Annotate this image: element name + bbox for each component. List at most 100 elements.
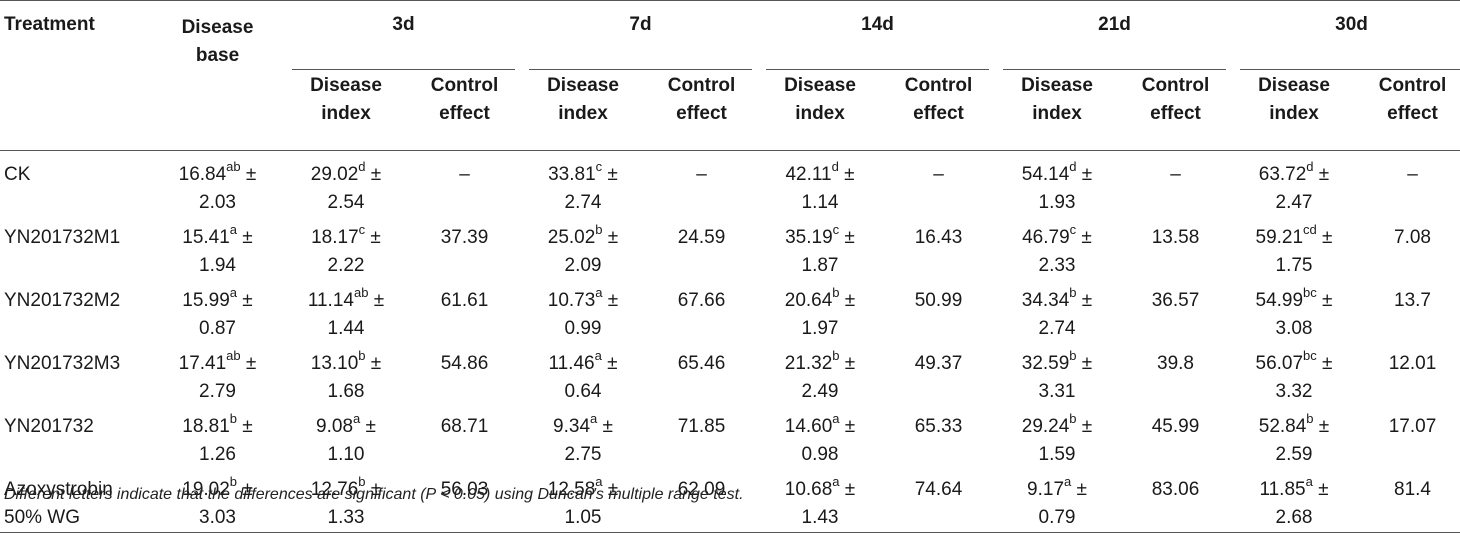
cell-significance-letter: c — [1069, 222, 1077, 238]
cell-disease-index: 11.46a ±0.64 — [522, 343, 644, 406]
cell-control-effect: 13.58 — [1151, 226, 1200, 248]
header-sub-line2: index — [795, 103, 845, 124]
cell-error: 3.32 — [1275, 380, 1313, 402]
header-disease-base: Disease base — [150, 1, 285, 71]
treatment-label: YN201732M1 — [4, 226, 121, 248]
cell-disease-index: 29.24b ±1.59 — [996, 406, 1118, 469]
cell-significance-letter: a — [353, 411, 361, 427]
cell-significance-letter: b — [1306, 411, 1314, 427]
cell-disease-index: 46.79c ±2.33 — [996, 217, 1118, 280]
cell-treatment: CK — [0, 150, 150, 217]
header-empty-treatment — [0, 70, 150, 150]
cell-mean: 10.73 — [547, 289, 596, 311]
cell-control-effect: 65.46 — [677, 352, 726, 374]
cell-control-effect: 39.8 — [1157, 352, 1194, 374]
cell-significance-letter: c — [358, 222, 366, 238]
cell-control-effect: – — [1170, 163, 1181, 185]
cell-significance-letter: a — [229, 285, 238, 301]
plus-minus-sign: ± — [368, 289, 385, 311]
cell-mean: 46.79 — [1022, 226, 1070, 248]
cell-mean: 12.76 — [310, 478, 359, 500]
header-disease-index-30d: Disease index — [1233, 70, 1355, 150]
cell-disease-index: 10.68a ±1.43 — [759, 469, 881, 533]
header-sub-line1: Control — [430, 75, 499, 96]
header-control-effect-30d: Control effect — [1355, 70, 1460, 150]
cell-significance-letter: cd — [1303, 222, 1317, 238]
cell-control-effect: 36.57 — [1151, 289, 1200, 311]
cell-error: 2.79 — [199, 380, 236, 402]
plus-minus-sign: ± — [1316, 352, 1333, 374]
plus-minus-sign: ± — [839, 226, 855, 248]
plus-minus-sign: ± — [839, 289, 856, 311]
cell-error: 2.74 — [564, 191, 602, 213]
cell-disease-index: 11.14ab ±1.44 — [285, 280, 407, 343]
cell-disease-index: 21.32b ±2.49 — [759, 343, 881, 406]
cell-mean: 17.41 — [178, 352, 227, 374]
plus-minus-sign: ± — [1076, 289, 1093, 311]
cell-mean: 20.64 — [784, 289, 833, 311]
cell-mean: 19.02 — [182, 478, 230, 500]
header-control-effect-3d: Control effect — [407, 70, 522, 150]
header-group-7d: 7d — [522, 1, 759, 70]
header-sub-line1: Disease — [547, 75, 619, 96]
header-group-3d: 3d — [285, 1, 522, 70]
cell-significance-letter: a — [1064, 474, 1072, 490]
cell-significance-letter: b — [229, 411, 238, 427]
plus-minus-sign: ± — [839, 352, 856, 374]
cell-control-effect: 74.64 — [914, 478, 963, 500]
cell-disease-index: 29.02d ±2.54 — [285, 150, 407, 217]
cell-control-effect: 71.85 — [677, 415, 726, 437]
cell-error: 0.98 — [801, 443, 839, 465]
cell-significance-letter: ab — [226, 348, 241, 364]
cell-disease-index: 33.81c ±2.74 — [522, 150, 644, 217]
cell-disease-index: 14.60a ±0.98 — [759, 406, 881, 469]
cell-control-effect: 68.71 — [440, 415, 489, 437]
cell-control-effect: 13.7 — [1394, 289, 1431, 311]
plus-minus-sign: ± — [838, 163, 855, 185]
cell-control-effect: 54.86 — [440, 352, 489, 374]
cell-mean: 35.19 — [785, 226, 833, 248]
cell-mean: 9.08 — [316, 415, 354, 437]
cell-disease-base: 15.99a ±0.87 — [150, 280, 285, 343]
header-empty-base — [150, 70, 285, 150]
cell-mean: 14.60 — [784, 415, 833, 437]
cell-disease-index: 13.10b ±1.68 — [285, 343, 407, 406]
cell-mean: 11.85 — [1259, 478, 1306, 500]
plus-minus-sign: ± — [1076, 352, 1093, 374]
cell-mean: 25.02 — [547, 226, 596, 248]
plus-minus-sign: ± — [1316, 289, 1333, 311]
header-sub-line2: index — [1269, 103, 1319, 124]
header-sub-line1: Disease — [1258, 75, 1330, 96]
cell-error: 2.74 — [1038, 317, 1076, 339]
cell-disease-index: 11.85a ±2.68 — [1233, 469, 1355, 533]
cell-significance-letter: b — [358, 474, 366, 490]
cell-significance-letter: d — [358, 159, 366, 175]
cell-disease-index: 34.34b ±2.74 — [996, 280, 1118, 343]
header-sub-line1: Disease — [310, 75, 382, 96]
cell-error: 2.75 — [564, 443, 602, 465]
plus-minus-sign: ± — [1076, 163, 1093, 185]
cell-significance-letter: c — [832, 222, 840, 238]
plus-minus-sign: ± — [602, 478, 619, 500]
cell-mean: 21.32 — [784, 352, 833, 374]
cell-disease-index: 32.59b ±3.31 — [996, 343, 1118, 406]
table-row: YN201732M1 15.41a ±1.94 18.17c ±2.22 37.39 2… — [0, 217, 1460, 280]
cell-disease-base: 17.41ab ±2.79 — [150, 343, 285, 406]
table-row: YN201732M2 15.99a ±0.87 11.14ab ±1.44 61.61… — [0, 280, 1460, 343]
cell-error: 2.49 — [801, 380, 839, 402]
cell-error: 2.09 — [564, 254, 602, 276]
cell-significance-letter: ab — [353, 285, 369, 301]
header-sub-line1: Control — [1378, 75, 1447, 96]
cell-disease-index: 10.73a ±0.99 — [522, 280, 644, 343]
table-footnote: Different letters indicate that the diff… — [4, 486, 744, 503]
cell-significance-letter: b — [358, 348, 366, 364]
cell-error: 0.87 — [199, 317, 236, 339]
plus-minus-sign: ± — [602, 226, 619, 248]
header-control-effect-14d: Control effect — [881, 70, 996, 150]
cell-control-effect: 81.4 — [1394, 478, 1431, 500]
cell-significance-letter: a — [590, 411, 598, 427]
plus-minus-sign: ± — [601, 352, 618, 374]
cell-error: 2.59 — [1275, 443, 1313, 465]
plus-minus-sign: ± — [1312, 478, 1329, 500]
